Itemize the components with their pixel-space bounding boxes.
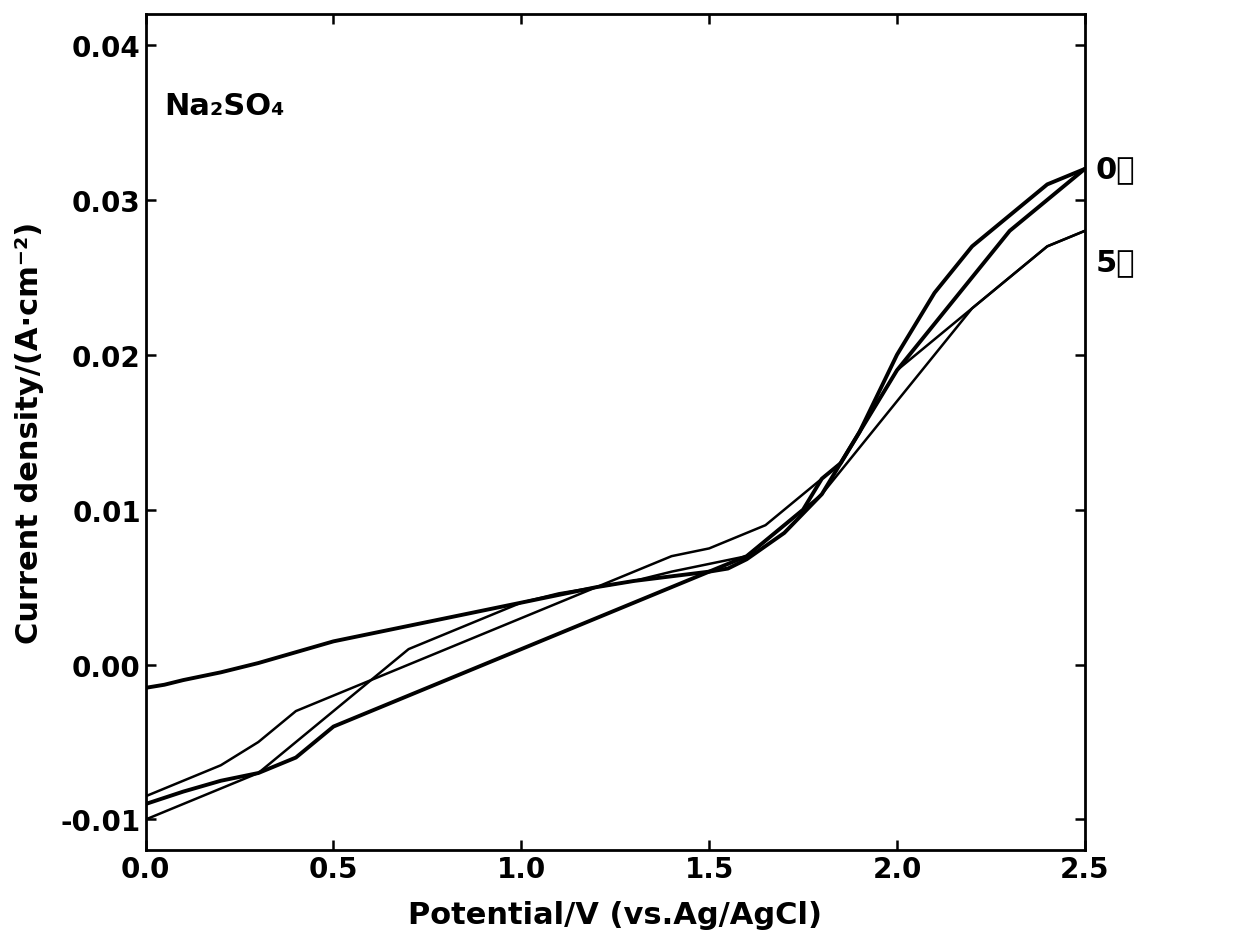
Text: 0层: 0层 [1096, 155, 1136, 184]
Y-axis label: Current density/(A·cm⁻²): Current density/(A·cm⁻²) [15, 222, 45, 644]
Text: Na₂SO₄: Na₂SO₄ [165, 93, 285, 122]
Text: 5层: 5层 [1096, 248, 1136, 277]
X-axis label: Potential/V (vs.Ag/AgCl): Potential/V (vs.Ag/AgCl) [408, 900, 823, 929]
